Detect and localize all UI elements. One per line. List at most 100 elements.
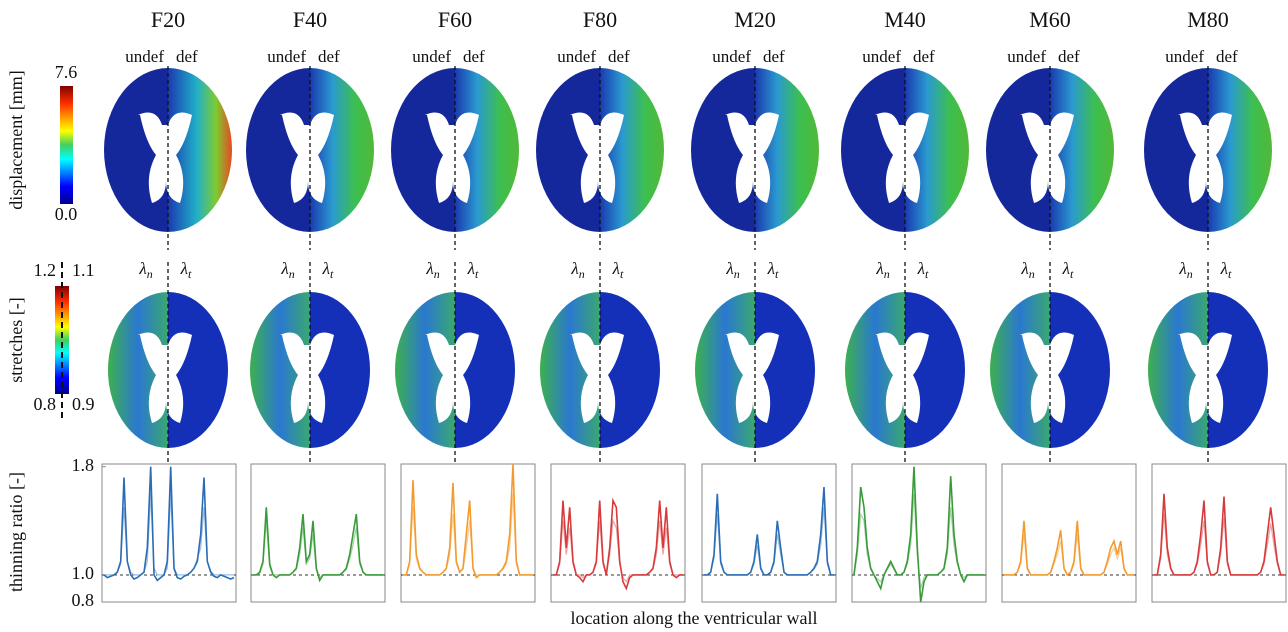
- stretch-min: 0.9: [72, 394, 95, 414]
- ventricle: [138, 112, 192, 203]
- ventricle: [1020, 332, 1074, 423]
- column-title: M80: [1187, 7, 1229, 32]
- column-title: F40: [293, 7, 327, 32]
- def-label: def: [1058, 47, 1080, 66]
- def-label: def: [176, 47, 198, 66]
- panel-frame: [1001, 463, 1137, 603]
- brain-deformed: [905, 68, 969, 232]
- ventricle: [725, 332, 779, 423]
- stretch-label: λn: [280, 259, 294, 281]
- ventricle: [1020, 112, 1074, 203]
- def-label: def: [608, 47, 630, 66]
- colorbar-min: 0.0: [55, 204, 78, 224]
- undef-label: undef: [1007, 47, 1046, 66]
- ventricle: [570, 332, 624, 423]
- series-line: [1004, 520, 1134, 577]
- ventricle: [280, 112, 334, 203]
- stretch-label: λn: [138, 259, 152, 281]
- def-label: def: [763, 47, 785, 66]
- panel-frame: [701, 463, 837, 603]
- stretch-colorbar: [55, 286, 69, 394]
- brain-deformed: [310, 68, 374, 232]
- column-title: M20: [734, 7, 776, 32]
- brain-tangential-stretch: [600, 292, 660, 448]
- stretch-label: λt: [1062, 259, 1074, 281]
- ventricle: [1178, 112, 1232, 203]
- def-label: def: [463, 47, 485, 66]
- ventricle: [1178, 332, 1232, 423]
- ventricle: [875, 112, 929, 203]
- brain-deformed: [600, 68, 664, 232]
- undef-label: undef: [125, 47, 164, 66]
- y-tick-label: 1.0: [72, 563, 95, 583]
- stretch-label: λn: [425, 259, 439, 281]
- stretch-label: λt: [917, 259, 929, 281]
- brain-tangential-stretch: [905, 292, 965, 448]
- ventricle: [875, 332, 929, 423]
- brain-tangential-stretch: [755, 292, 815, 448]
- column-title: F80: [583, 7, 617, 32]
- brain-tangential-stretch: [168, 292, 228, 448]
- y-tick-label: 0.8: [72, 590, 95, 610]
- stretch-label: λt: [1220, 259, 1232, 281]
- ventricle: [138, 332, 192, 423]
- stretch-label: λn: [1020, 259, 1034, 281]
- brain-deformed: [1050, 68, 1114, 232]
- brain-deformed: [755, 68, 819, 232]
- undef-label: undef: [412, 47, 451, 66]
- column-title: M40: [884, 7, 926, 32]
- column-title: F60: [438, 7, 472, 32]
- stretch-max: 1.2: [34, 260, 57, 280]
- brain-deformed: [455, 68, 519, 232]
- series-line: [553, 497, 683, 591]
- ventricle: [725, 112, 779, 203]
- panel-frame: [1151, 463, 1287, 603]
- stretch-label: λt: [767, 259, 779, 281]
- stretch-label: λt: [467, 259, 479, 281]
- y-axis-label: thinning ratio [-]: [6, 472, 26, 592]
- stretch-label: λt: [180, 259, 192, 281]
- stretch-label: λn: [1178, 259, 1192, 281]
- stretch-label: λt: [322, 259, 334, 281]
- ventricle: [425, 332, 479, 423]
- stretch-min: 0.8: [34, 394, 57, 414]
- undef-label: undef: [862, 47, 901, 66]
- colorbar-max: 7.6: [55, 62, 78, 82]
- def-label: def: [913, 47, 935, 66]
- stretch-label: λt: [612, 259, 624, 281]
- ventricle: [570, 112, 624, 203]
- series-line: [1154, 493, 1284, 576]
- column-title: M60: [1029, 7, 1071, 32]
- brain-deformed: [168, 68, 232, 232]
- stretch-max: 1.1: [72, 260, 95, 280]
- colorbar-label: stretches [-]: [6, 297, 26, 382]
- brain-deformed: [1208, 68, 1272, 232]
- def-label: def: [318, 47, 340, 66]
- displacement-colorbar: [60, 86, 73, 204]
- brain-tangential-stretch: [1050, 292, 1110, 448]
- def-label: def: [1216, 47, 1238, 66]
- stretch-label: λn: [570, 259, 584, 281]
- series-line: [253, 507, 383, 583]
- series-line: [853, 466, 984, 603]
- series-line: [403, 463, 533, 579]
- ventricle: [425, 112, 479, 203]
- x-axis-label: location along the ventricular wall: [571, 608, 818, 628]
- series-line: [103, 466, 235, 582]
- undef-label: undef: [267, 47, 306, 66]
- undef-label: undef: [712, 47, 751, 66]
- series-line: [704, 486, 834, 576]
- brain-tangential-stretch: [1208, 292, 1268, 448]
- y-tick-label: 1.8: [72, 455, 95, 475]
- column-title: F20: [151, 7, 185, 32]
- ventricle: [280, 332, 334, 423]
- brain-tangential-stretch: [455, 292, 515, 448]
- colorbar-label: displacement [mm]: [6, 70, 26, 209]
- stretch-label: λn: [725, 259, 739, 281]
- undef-label: undef: [557, 47, 596, 66]
- panel-frame: [250, 463, 386, 603]
- stretch-label: λn: [875, 259, 889, 281]
- brain-tangential-stretch: [310, 292, 370, 448]
- undef-label: undef: [1165, 47, 1204, 66]
